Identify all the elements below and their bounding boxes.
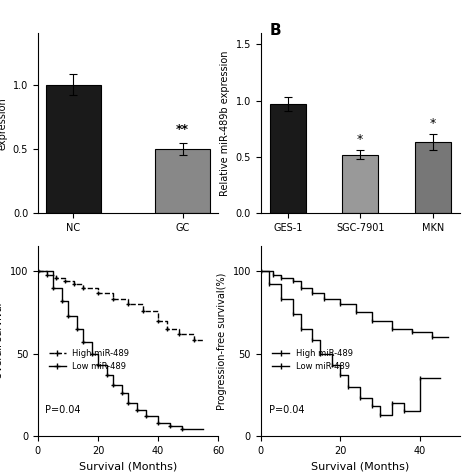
Bar	[155, 149, 210, 213]
X-axis label: Survival (Months): Survival (Months)	[311, 461, 410, 471]
Legend: High miR-489, Low miR-489: High miR-489, Low miR-489	[269, 346, 356, 374]
Y-axis label: Relative miR-489
expression: Relative miR-489 expression	[0, 82, 7, 165]
Text: **: **	[176, 123, 189, 136]
Bar	[342, 155, 378, 213]
Y-axis label: Overall survival: Overall survival	[0, 303, 4, 380]
Text: *: *	[429, 117, 436, 130]
X-axis label: Survival (Months): Survival (Months)	[79, 461, 177, 471]
Text: B: B	[270, 23, 282, 38]
Bar	[270, 104, 306, 213]
Bar	[415, 142, 451, 213]
Y-axis label: Relative miR-489b expression: Relative miR-489b expression	[220, 51, 230, 196]
Text: P=0.04: P=0.04	[269, 405, 304, 415]
Text: *: *	[357, 133, 364, 146]
Legend: High miR-489, Low miR-489: High miR-489, Low miR-489	[46, 346, 133, 374]
Bar	[46, 85, 100, 213]
Y-axis label: Progression-free survival(%): Progression-free survival(%)	[217, 273, 227, 410]
Text: P=0.04: P=0.04	[45, 405, 81, 415]
